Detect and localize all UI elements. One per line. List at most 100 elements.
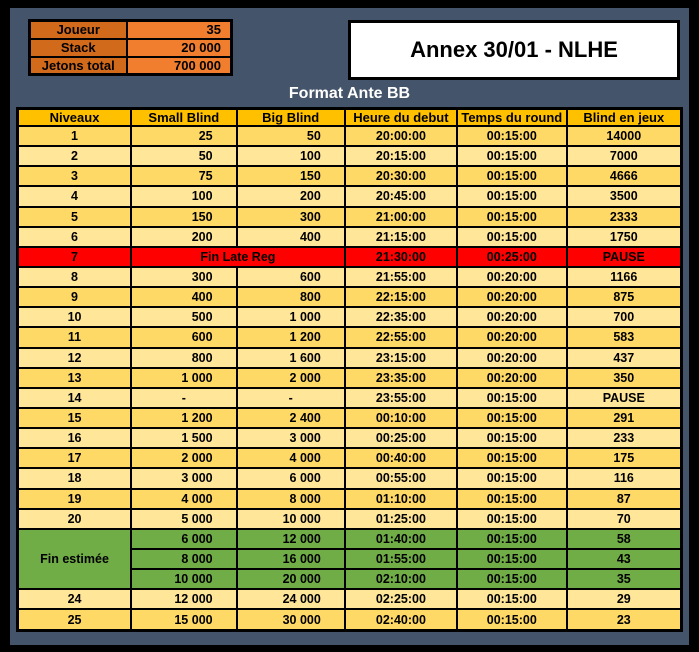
- start-time-cell: 02:10:00: [343, 568, 459, 591]
- big-blind-cell: 150: [235, 165, 346, 188]
- small-blind-cell: 150: [130, 205, 238, 228]
- small-blind-cell: 500: [130, 306, 238, 329]
- table-row: 8 000 16 000 01:55:00 00:15:00 43: [18, 547, 683, 571]
- level-cell: 2: [16, 145, 133, 168]
- table-row: 18 3 000 6 000 00:55:00 00:15:00 116: [16, 467, 683, 490]
- small-blind-cell: 200: [130, 225, 238, 248]
- start-time-cell: 01:25:00: [343, 507, 459, 530]
- table-row: 1 25 50 20:00:00 00:15:00 14000: [16, 124, 683, 148]
- small-blind-cell: 5 000: [130, 507, 238, 530]
- round-time-cell: 00:20:00: [456, 306, 568, 329]
- merged-note-cell: Fin Late Reg: [130, 245, 346, 268]
- big-blind-cell: 200: [235, 185, 346, 208]
- level-cell: 6: [16, 225, 133, 248]
- table-row: 19 4 000 8 000 01:10:00 00:15:00 87: [16, 487, 683, 510]
- info-value-joueur: 35: [125, 19, 233, 40]
- small-blind-cell: 3 000: [130, 467, 238, 490]
- table-row: 4 100 200 20:45:00 00:15:00 3500: [16, 185, 683, 208]
- big-blind-cell: 100: [235, 145, 346, 168]
- info-row: Stack 20 000: [28, 37, 233, 58]
- small-blind-cell: 1 500: [130, 427, 238, 450]
- small-blind-cell: 4 000: [130, 487, 238, 510]
- start-time-cell: 00:25:00: [343, 427, 459, 450]
- small-blind-cell: 2 000: [130, 447, 238, 470]
- start-time-cell: 20:45:00: [343, 185, 459, 208]
- blind-in-play-cell: 35: [565, 568, 683, 591]
- table-row: 6 200 400 21:15:00 00:15:00 1750: [16, 225, 683, 248]
- level-cell: 19: [16, 487, 133, 510]
- table-row: 24 12 000 24 000 02:25:00 00:15:00 29: [16, 588, 683, 611]
- round-time-cell: 00:20:00: [456, 265, 568, 289]
- big-blind-cell: 2 400: [235, 406, 346, 430]
- big-blind-cell: 4 000: [235, 447, 346, 470]
- big-blind-cell: -: [235, 386, 346, 409]
- info-value-stack: 20 000: [125, 37, 233, 58]
- table-row: 10 500 1 000 22:35:00 00:20:00 700: [16, 306, 683, 329]
- level-cell: 7: [16, 245, 133, 268]
- blind-in-play-cell: 1750: [565, 225, 683, 248]
- blind-in-play-cell: 2333: [565, 205, 683, 228]
- blind-in-play-cell: PAUSE: [565, 386, 683, 409]
- small-blind-cell: 10 000: [130, 568, 238, 591]
- blind-in-play-cell: 583: [565, 326, 683, 349]
- format-subtitle: Format Ante BB: [288, 85, 411, 102]
- big-blind-cell: 8 000: [235, 487, 346, 510]
- big-blind-cell: 1 600: [235, 346, 346, 369]
- blind-in-play-cell: 7000: [565, 145, 683, 168]
- round-time-cell: 00:15:00: [456, 507, 568, 530]
- header-temps-du-round: Temps du round: [456, 107, 568, 127]
- header-heure-du-debut: Heure du debut: [343, 107, 459, 127]
- small-blind-cell: 1 000: [130, 366, 238, 389]
- big-blind-cell: 12 000: [235, 527, 346, 550]
- level-cell: 9: [16, 286, 133, 309]
- table-row: 2 50 100 20:15:00 00:15:00 7000: [16, 145, 683, 168]
- big-blind-cell: 400: [235, 225, 346, 248]
- info-table: Joueur 35 Stack 20 000 Jetons total 700 …: [28, 19, 233, 76]
- blind-in-play-cell: 4666: [565, 165, 683, 188]
- blinds-table: Niveaux Small Blind Big Blind Heure du d…: [16, 107, 683, 632]
- blind-in-play-cell: 875: [565, 286, 683, 309]
- small-blind-cell: 12 000: [130, 588, 238, 611]
- start-time-cell: 23:35:00: [343, 366, 459, 389]
- table-row: 5 150 300 21:00:00 00:15:00 2333: [16, 205, 683, 228]
- level-cell: 15: [16, 406, 133, 430]
- header-niveaux: Niveaux: [16, 107, 133, 127]
- level-cell: 16: [16, 427, 133, 450]
- start-time-cell: 21:30:00: [343, 245, 459, 268]
- info-label-jetons-total: Jetons total: [28, 55, 128, 76]
- start-time-cell: 20:30:00: [343, 165, 459, 188]
- blinds-table-body: 1 25 50 20:00:00 00:15:00 14000 2 50 100 20:15:00…: [16, 124, 683, 632]
- table-row: 15 1 200 2 400 00:10:00 00:15:00 291: [16, 406, 683, 430]
- header-small-blind: Small Blind: [130, 107, 238, 127]
- blind-in-play-cell: 70: [565, 507, 683, 530]
- page-title: Annex 30/01 - NLHE: [410, 37, 618, 62]
- level-cell: 18: [16, 467, 133, 490]
- header-blind-en-jeux: Blind en jeux: [565, 107, 683, 127]
- start-time-cell: 01:55:00: [343, 547, 459, 571]
- blind-in-play-cell: 87: [565, 487, 683, 510]
- level-cell: 14: [16, 386, 133, 409]
- table-row: 25 15 000 30 000 02:40:00 00:15:00 23: [16, 608, 683, 632]
- blind-in-play-cell: 116: [565, 467, 683, 490]
- big-blind-cell: 16 000: [235, 547, 346, 571]
- start-time-cell: 01:10:00: [343, 487, 459, 510]
- small-blind-cell: 25: [130, 124, 238, 148]
- blind-in-play-cell: 437: [565, 346, 683, 369]
- start-time-cell: 01:40:00: [343, 527, 459, 550]
- level-cell: 8: [16, 265, 133, 289]
- small-blind-cell: 400: [130, 286, 238, 309]
- info-value-jetons-total: 700 000: [125, 55, 233, 76]
- table-row: 8 300 600 21:55:00 00:20:00 1166: [16, 265, 683, 289]
- start-time-cell: 23:55:00: [343, 386, 459, 409]
- level-cell: 25: [16, 608, 133, 632]
- big-blind-cell: 800: [235, 286, 346, 309]
- level-cell: 24: [16, 588, 133, 611]
- level-cell: 20: [16, 507, 133, 530]
- header-row: Niveaux Small Blind Big Blind Heure du d…: [16, 107, 683, 127]
- round-time-cell: 00:15:00: [456, 124, 568, 148]
- round-time-cell: 00:20:00: [456, 286, 568, 309]
- start-time-cell: 22:55:00: [343, 326, 459, 349]
- level-cell: 12: [16, 346, 133, 369]
- blind-in-play-cell: 291: [565, 406, 683, 430]
- table-row: 3 75 150 20:30:00 00:15:00 4666: [16, 165, 683, 188]
